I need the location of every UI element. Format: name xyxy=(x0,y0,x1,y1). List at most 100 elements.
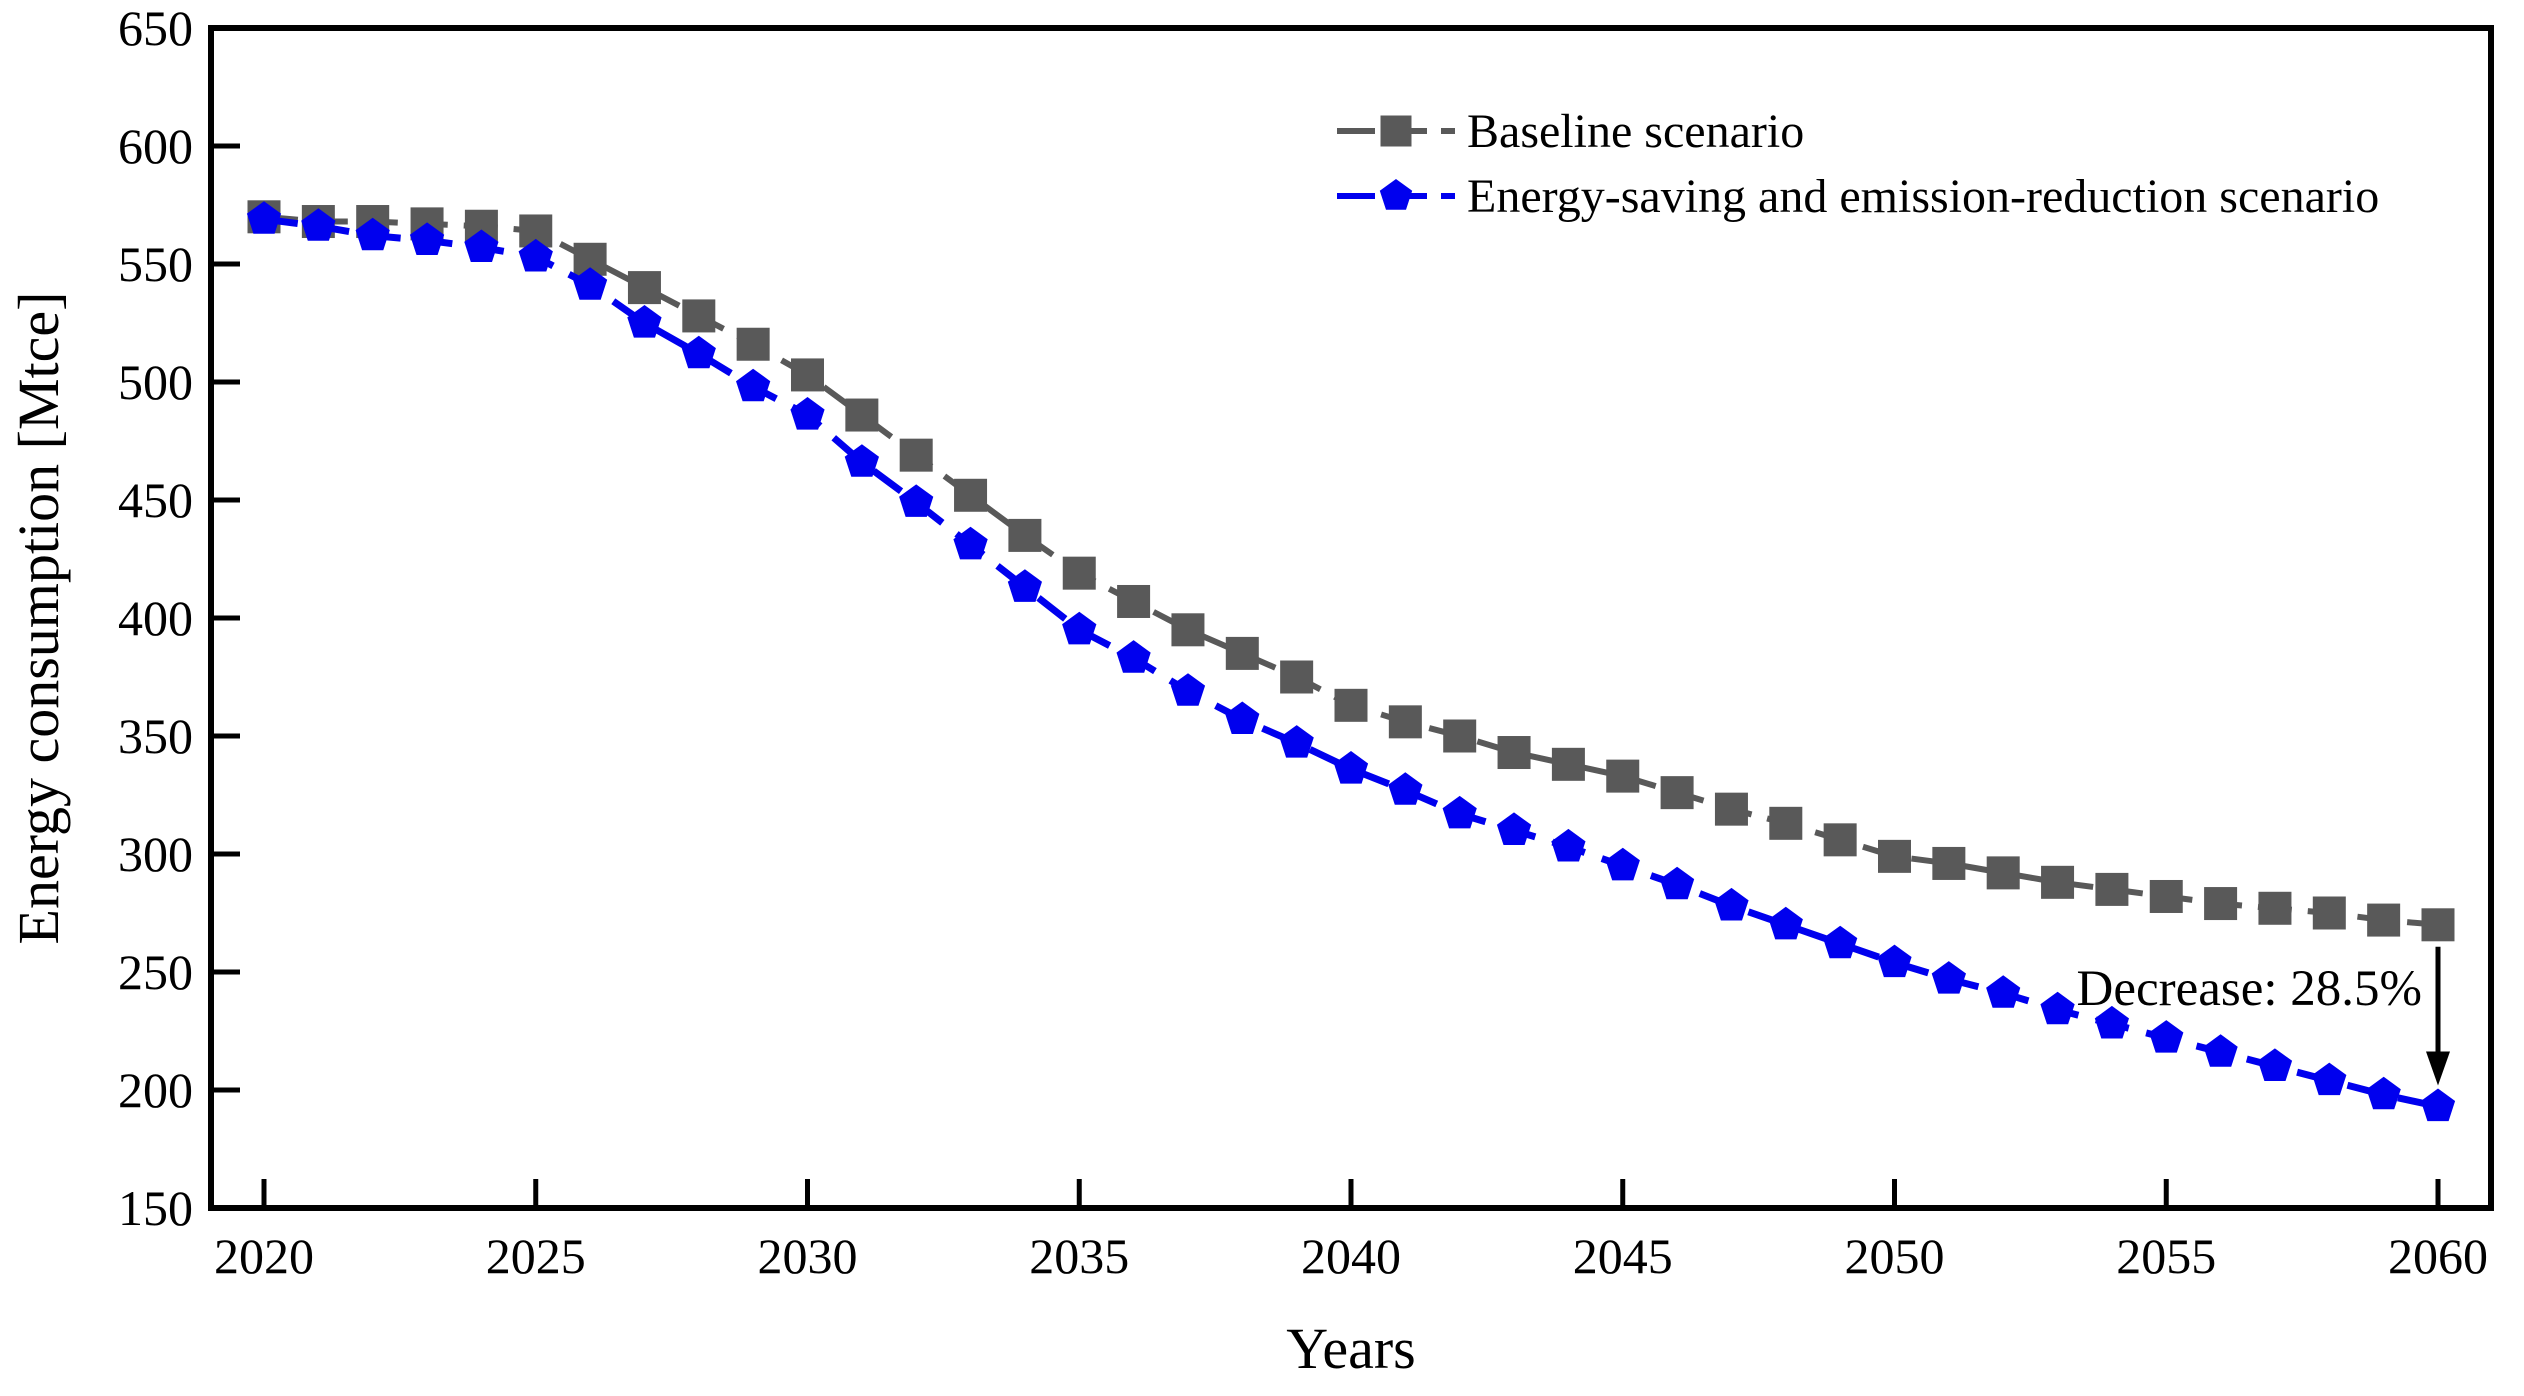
eser-line xyxy=(263,215,2439,1110)
eser-marker xyxy=(1333,751,1369,784)
baseline-marker xyxy=(682,299,716,333)
x-tick-label: 2055 xyxy=(2116,1228,2216,1284)
eser-marker xyxy=(2420,1088,2456,1122)
baseline-marker xyxy=(1062,556,1096,590)
eser-marker xyxy=(1062,611,1097,645)
baseline-marker xyxy=(2149,879,2183,913)
eser-marker xyxy=(1714,887,1749,921)
x-tick-label: 2045 xyxy=(1573,1228,1673,1284)
eser-marker xyxy=(1823,925,1858,959)
eser-marker xyxy=(953,526,988,560)
y-tick-label: 200 xyxy=(118,1062,193,1118)
eser-marker xyxy=(1225,701,1260,734)
eser-marker xyxy=(2257,1048,2293,1081)
baseline-marker xyxy=(1388,705,1422,739)
baseline-marker xyxy=(1334,688,1368,722)
x-tick-label: 2020 xyxy=(214,1228,314,1284)
legend-square-marker-icon xyxy=(1380,115,1412,147)
eser-marker xyxy=(1660,866,1695,900)
eser-marker xyxy=(355,217,390,251)
baseline-marker xyxy=(1171,613,1205,647)
eser-marker xyxy=(1551,828,1586,862)
eser-marker xyxy=(1442,795,1477,829)
baseline-marker xyxy=(627,271,661,305)
baseline-marker xyxy=(1117,584,1151,618)
eser-marker xyxy=(2094,1005,2129,1039)
eser-marker xyxy=(844,444,879,477)
eser-marker xyxy=(1605,847,1640,881)
decrease-arrowhead-icon xyxy=(2426,1051,2450,1086)
baseline-marker xyxy=(1986,856,2020,890)
y-tick-label: 600 xyxy=(118,118,193,174)
baseline-marker xyxy=(791,358,824,392)
eser-marker xyxy=(409,222,445,255)
eser-marker xyxy=(301,208,336,241)
eser-marker xyxy=(1768,906,1803,940)
baseline-marker xyxy=(2421,908,2455,942)
eser-marker xyxy=(518,238,553,272)
baseline-marker xyxy=(1008,518,1042,552)
legend-label: Energy-saving and emission-reduction sce… xyxy=(1467,170,2379,223)
eser-marker xyxy=(2040,991,2075,1025)
baseline-marker xyxy=(2041,865,2075,899)
baseline-marker xyxy=(1878,839,1911,873)
y-axis-title: Energy consumption [Mtce] xyxy=(6,292,71,945)
baseline-marker xyxy=(899,438,933,472)
series-eser xyxy=(246,201,2456,1122)
baseline-marker xyxy=(2258,891,2292,925)
x-axis-title: Years xyxy=(1286,1316,1415,1381)
eser-marker xyxy=(1279,725,1314,758)
legend-item-eser: Energy-saving and emission-reduction sce… xyxy=(1337,170,2379,223)
baseline-marker xyxy=(1280,660,1314,694)
baseline-marker xyxy=(1443,719,1477,753)
baseline-marker xyxy=(1606,759,1640,793)
x-tick-label: 2060 xyxy=(2388,1228,2488,1284)
eser-marker xyxy=(1877,944,1912,978)
eser-marker xyxy=(2312,1062,2347,1096)
eser-marker xyxy=(1931,961,1966,994)
legend-item-baseline: Baseline scenario xyxy=(1337,105,1804,158)
eser-marker xyxy=(1986,975,2021,1008)
x-tick-label: 2040 xyxy=(1301,1228,1401,1284)
baseline-marker xyxy=(1551,747,1585,781)
eser-marker xyxy=(464,229,499,262)
baseline-marker xyxy=(2204,887,2238,921)
baseline-marker xyxy=(1225,636,1259,670)
eser-marker xyxy=(681,335,716,369)
eser-marker xyxy=(246,201,282,234)
eser-marker xyxy=(736,368,771,402)
x-tick-label: 2050 xyxy=(1845,1228,1945,1284)
eser-marker xyxy=(899,484,934,517)
baseline-marker xyxy=(2095,872,2129,906)
y-tick-label: 250 xyxy=(118,944,193,1000)
baseline-marker xyxy=(1660,776,1694,810)
eser-marker xyxy=(1170,673,1206,706)
baseline-marker xyxy=(1769,806,1803,840)
eser-marker xyxy=(573,267,608,300)
baseline-marker xyxy=(954,478,988,512)
baseline-marker xyxy=(845,398,879,432)
eser-marker xyxy=(790,397,825,430)
eser-marker xyxy=(1116,640,1151,673)
eser-marker xyxy=(2203,1034,2238,1067)
baseline-marker xyxy=(2312,896,2346,930)
y-tick-label: 300 xyxy=(118,826,193,882)
x-axis: 2020 2025 2030 2035 2040 2045 2050 2055 2060 xyxy=(214,1179,2488,1284)
eser-marker xyxy=(1496,812,1532,845)
y-tick-label: 150 xyxy=(118,1180,193,1236)
y-tick-label: 400 xyxy=(118,590,193,646)
x-tick-label: 2030 xyxy=(758,1228,858,1284)
eser-marker xyxy=(627,305,662,338)
legend: Baseline scenario Energy-saving and emiss… xyxy=(1337,105,2379,223)
y-axis: 150 200 250 300 350 400 450 500 550 600 650 xyxy=(118,0,240,1236)
baseline-marker xyxy=(736,327,770,361)
eser-marker xyxy=(1388,772,1423,805)
x-tick-label: 2035 xyxy=(1029,1228,1129,1284)
baseline-marker xyxy=(1714,792,1748,826)
y-tick-label: 450 xyxy=(118,472,193,528)
legend-label: Baseline scenario xyxy=(1467,105,1804,158)
legend-pentagon-marker-icon xyxy=(1379,179,1413,210)
y-tick-label: 500 xyxy=(118,354,193,410)
